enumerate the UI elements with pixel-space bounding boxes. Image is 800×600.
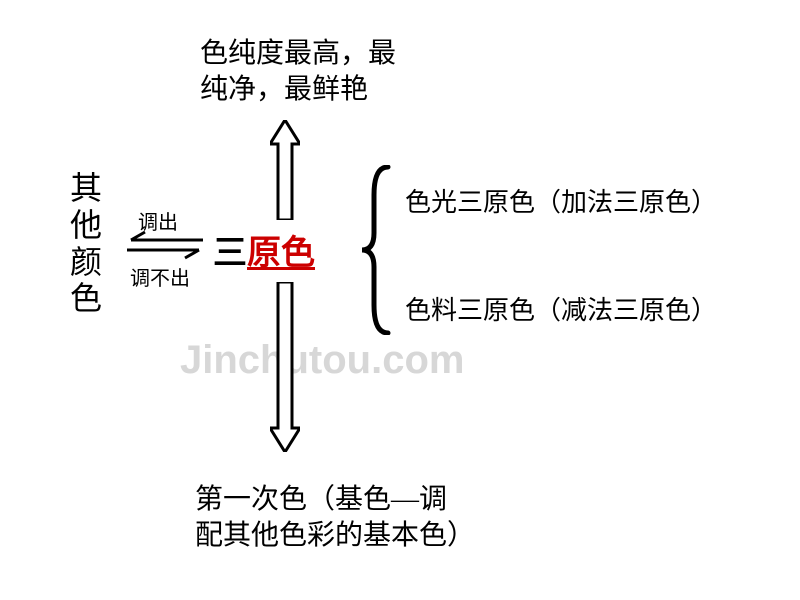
bottom-description-line1: 第一次色（基色—调 [195,482,475,518]
left-vertical-label: 其他颜色 [70,170,102,317]
center-node-red: 原色 [247,235,315,272]
top-description-line2: 纯净，最鲜艳 [200,72,396,108]
arrow-down [270,282,300,452]
right-item-subtractive: 色料三原色（减法三原色） [405,290,717,327]
arrow-label-top: 调出 [138,206,178,235]
bottom-description-line2: 配其他色彩的基本色） [195,518,475,554]
top-description-line1: 色纯度最高，最 [200,36,396,72]
right-item-additive: 色光三原色（加法三原色） [405,182,717,219]
arrow-up [270,120,300,220]
center-node: 三原色 [213,225,315,274]
top-description: 色纯度最高，最 纯净，最鲜艳 [200,36,396,109]
center-node-plain: 三 [213,235,247,272]
arrow-label-bottom: 调不出 [130,262,190,291]
bottom-description: 第一次色（基色—调 配其他色彩的基本色） [195,482,475,555]
curly-brace [360,165,395,335]
watermark-text: Jinchutou.com [180,338,464,383]
